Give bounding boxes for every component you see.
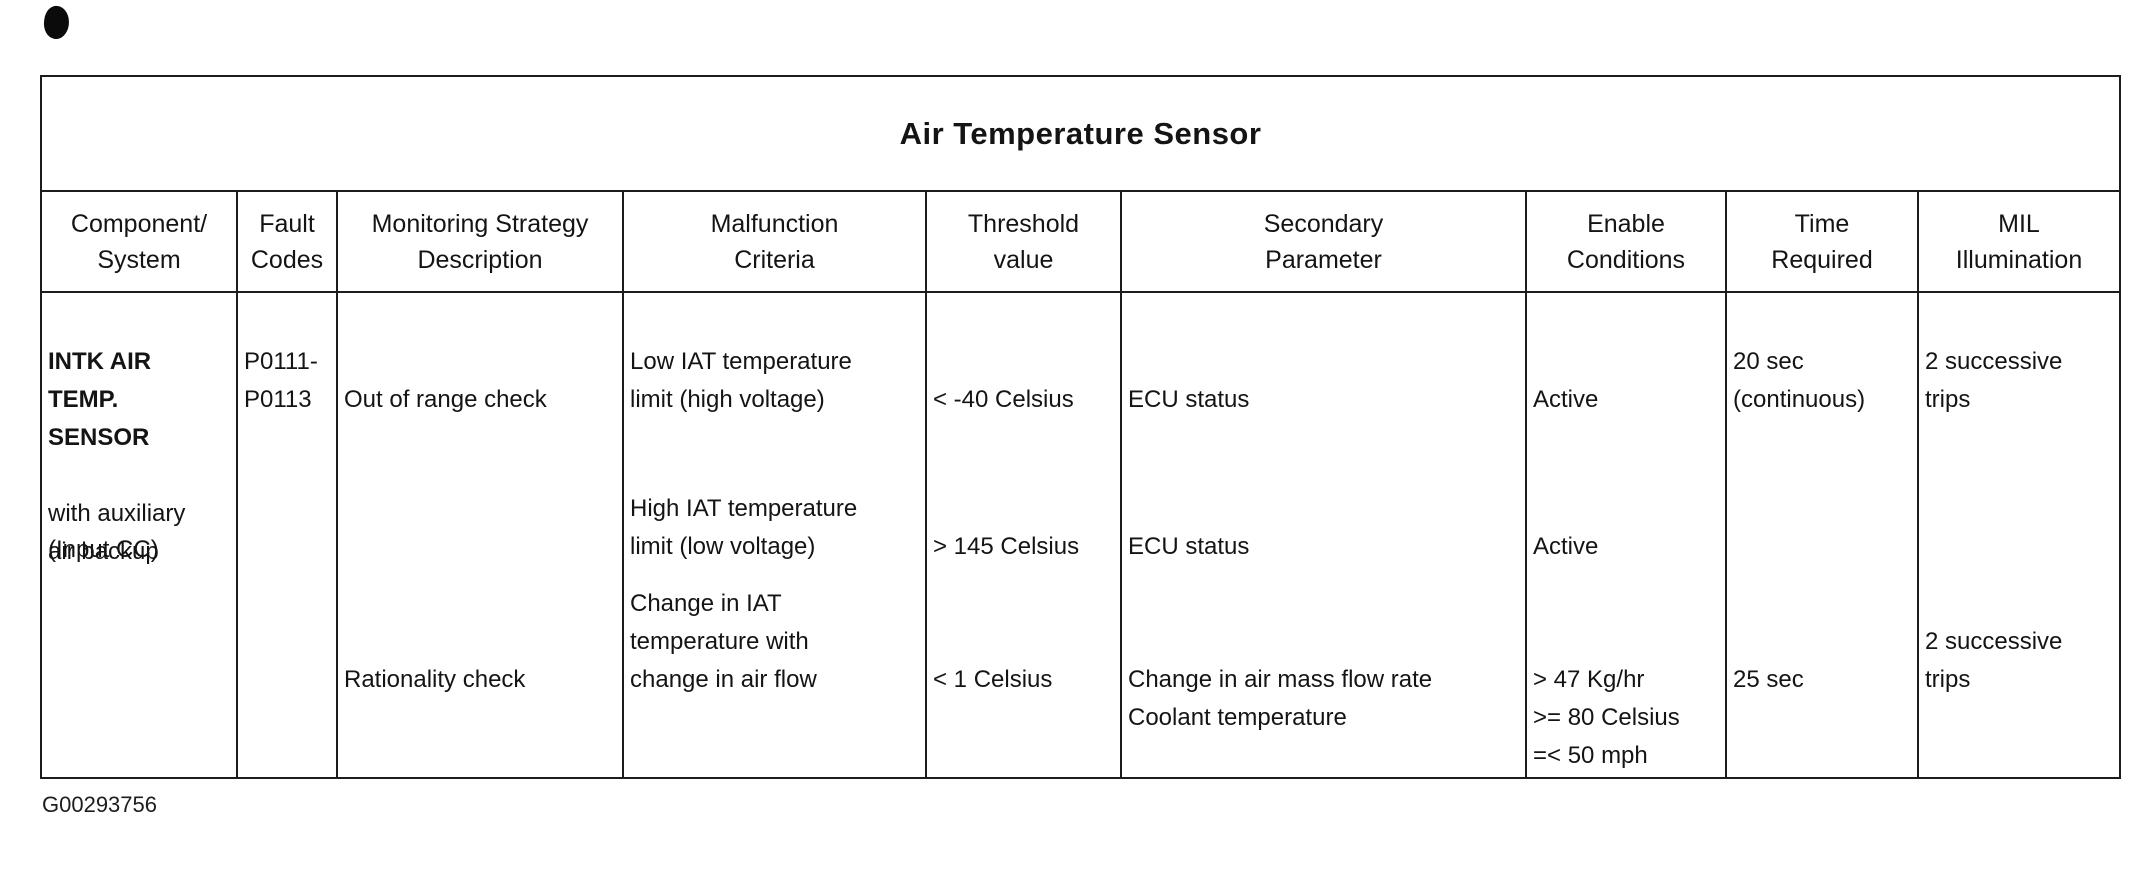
cell-secondary-parameter: ECU status ECU status Change in air mass… [1122,293,1527,777]
column-header-malfunction-criteria: Malfunction Criteria [624,192,927,291]
scan-artifact-mark [41,4,72,41]
monitoring-strategy-row3: Rationality check [344,666,526,693]
enable-conditions-row1: Active [1533,386,1599,413]
component-subtitle: with auxiliary air backup [48,500,186,565]
time-required-row3: 25 sec [1733,666,1804,693]
enable-conditions-row2: Active [1533,533,1599,560]
figure-code: G00293756 [42,792,157,817]
cell-mil-illumination: 2 successive trips 2 successive trips [1919,293,2119,777]
fault-codes-value: P0111- P0113 [244,348,318,413]
column-header-mil-illumination: MIL Illumination [1955,209,2083,274]
malfunction-criteria-row1: Low IAT temperature limit (high voltage) [630,348,852,413]
column-header-enable-conditions: Enable Conditions [1527,192,1727,291]
cell-time-required: 20 sec (continuous) 25 sec [1727,293,1919,777]
monitoring-strategy-row1: Out of range check [344,386,547,413]
cell-malfunction-criteria: Low IAT temperature limit (high voltage)… [624,293,927,777]
cell-component-system: INTK AIR TEMP. SENSOR with auxiliary air… [42,293,238,777]
threshold-row3: < 1 Celsius [933,666,1053,693]
cell-monitoring-strategy: Out of range check Rationality check [338,293,624,777]
mil-illumination-row3: 2 successive trips [1925,628,2063,693]
threshold-row2: > 145 Celsius [933,533,1080,560]
table-body-row: INTK AIR TEMP. SENSOR with auxiliary air… [42,293,2119,777]
air-temperature-sensor-table: Air Temperature Sensor Component/ System… [40,75,2121,779]
mil-illumination-row1: 2 successive trips [1925,348,2063,413]
malfunction-criteria-row2: High IAT temperature limit (low voltage) [630,495,858,560]
secondary-parameter-row2: ECU status [1128,533,1250,560]
column-header-secondary-parameter: Secondary Parameter [1122,192,1527,291]
threshold-row1: < -40 Celsius [933,386,1074,413]
enable-conditions-row3: > 47 Kg/hr >= 80 Celsius =< 50 mph [1533,666,1680,769]
table-header-row: Component/ System Fault Codes Monitoring… [42,192,2119,293]
table-title: Air Temperature Sensor [42,77,2119,192]
column-header-fault-codes: Fault Codes [238,192,338,291]
time-required-row1: 20 sec (continuous) [1733,348,1866,413]
component-name: INTK AIR TEMP. SENSOR [48,348,152,451]
secondary-parameter-row3: Change in air mass flow rate Coolant tem… [1128,666,1433,731]
column-header-component-system: Component/ System [42,192,238,291]
malfunction-criteria-row3: Change in IAT temperature with change in… [630,590,817,693]
component-note: (Input CC) [48,536,159,563]
cell-enable-conditions: Active Active > 47 Kg/hr >= 80 Celsius =… [1527,293,1727,777]
secondary-parameter-row1: ECU status [1128,386,1250,413]
cell-fault-codes: P0111- P0113 [238,293,338,777]
component-block: INTK AIR TEMP. SENSOR with auxiliary air… [48,305,234,609]
cell-threshold-value: < -40 Celsius > 145 Celsius < 1 Celsius [927,293,1122,777]
column-header-threshold-value: Threshold value [927,192,1122,291]
column-header-time-required: Time Required [1727,192,1919,291]
column-header-monitoring-strategy: Monitoring Strategy Description [338,192,624,291]
